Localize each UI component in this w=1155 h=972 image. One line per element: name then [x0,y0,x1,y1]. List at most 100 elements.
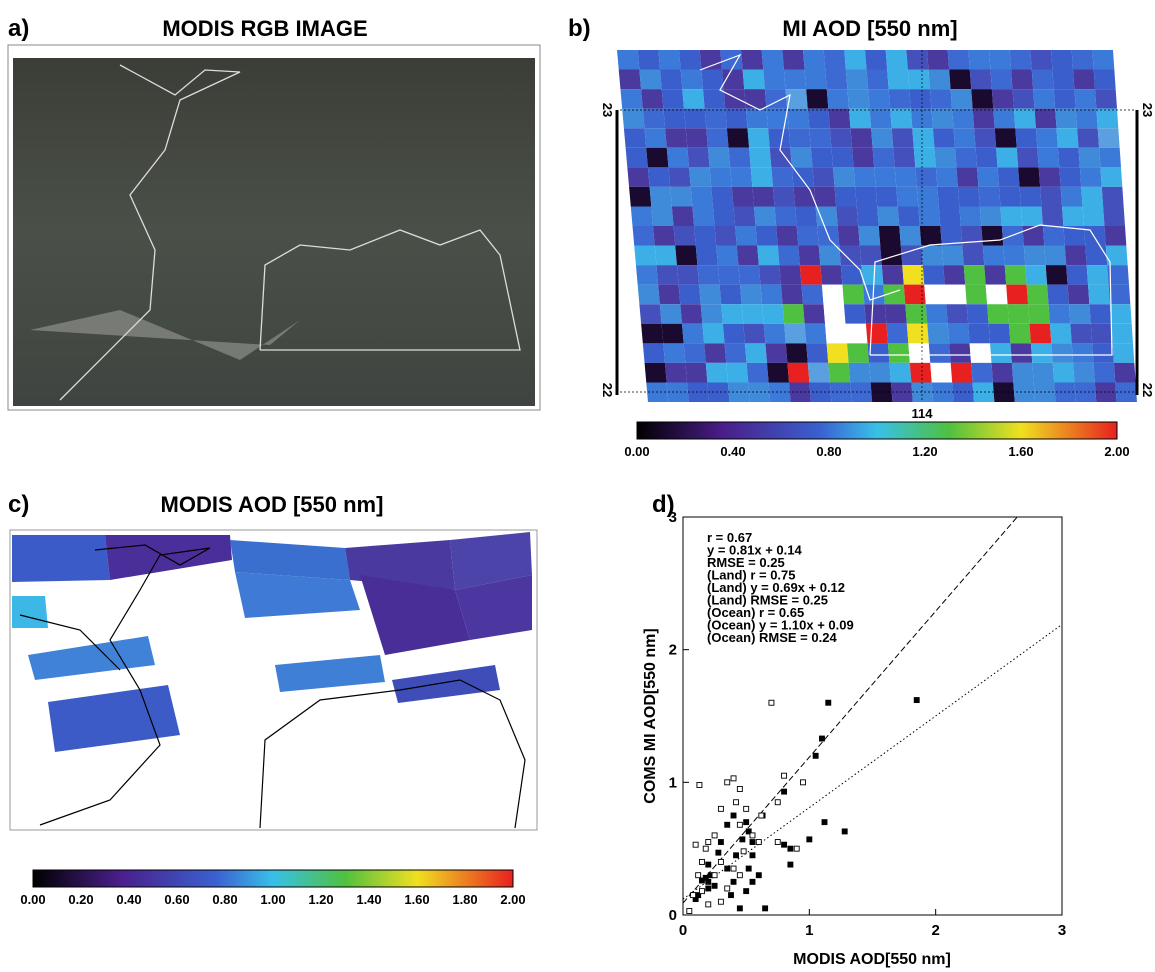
grid-cell [1059,167,1082,187]
grid-cell [630,206,654,226]
grid-cell [821,284,844,305]
grid-cell [1051,50,1074,70]
colorbar [32,869,514,888]
grid-cell [1077,128,1100,148]
grid-cell [885,50,908,70]
lat-label: 23 [1140,103,1155,117]
grid-cell [637,50,661,70]
grid-cell [1052,69,1075,90]
grid-cell [1010,343,1033,363]
grid-cell [941,245,964,266]
grid-cell [720,50,743,70]
colorbar-tick-label: 0.40 [116,892,141,907]
grid-cell [675,245,698,266]
grid-cell [858,226,881,246]
grid-cell [769,147,792,168]
y-tick-label: 3 [669,509,677,526]
grid-cell [859,245,882,266]
grid-cell [930,362,953,383]
grid-cell [784,323,807,344]
grid-cell [831,147,854,168]
grid-cell [738,265,761,285]
point [736,786,743,792]
grid-cell [1082,206,1105,226]
grid-cell [774,206,797,226]
grid-cell [1013,108,1036,129]
grid-cell [642,343,665,363]
point [812,752,819,759]
grid-cell [952,382,974,402]
grid-cell [1038,167,1061,187]
panel-letter: c) [8,491,29,518]
point [711,882,718,889]
grid-cell [993,108,1016,129]
grid-cell [886,323,909,344]
colorbar-tick-label: 0.00 [624,444,649,459]
grid-cell [679,50,702,70]
grid-cell [987,304,1010,324]
grid-cell [687,382,710,402]
grid-cell [745,108,769,129]
grid-cell [1016,147,1039,168]
grid-cell [697,265,720,285]
grid-cell [806,89,829,109]
grid-cell [965,284,988,305]
point [739,836,746,843]
grid-cell [990,69,1013,90]
grid-cell [758,265,781,285]
smoke [30,310,300,360]
grid-cell [818,245,841,266]
grid-cell [891,128,914,148]
point [724,865,731,872]
coastline [59,64,241,401]
grid-cell [966,304,989,324]
grid-cell [1089,304,1112,324]
grid-cell [785,89,808,109]
grid-cell [776,226,799,246]
point [749,852,756,859]
colorbar-tick-label: 1.60 [1008,444,1033,459]
grid-cell [903,284,926,305]
grid-cell [826,89,849,109]
grid-cell [869,362,891,383]
grid-cell [709,167,732,187]
grid-cell [1081,186,1104,207]
grid-cell [974,128,997,148]
grid-cell [1004,265,1027,285]
grid-cell [641,89,664,109]
point [743,819,750,826]
point [819,735,825,742]
grid-cell [641,323,664,344]
grid-cell [653,226,676,246]
grid-cell [1034,108,1057,129]
grid-cell [701,69,724,90]
grid-cell [836,206,859,226]
grid-cell [929,89,953,109]
grid-cell [1099,147,1121,168]
grid-cell [765,343,788,363]
grid-cell [727,382,750,402]
grid-cell [779,265,802,285]
grid-cell [833,167,856,187]
grid-cell [1049,323,1072,344]
y-axis-label: COMS MI AOD[550 nm] [642,628,659,803]
point [745,828,752,835]
grid-cell [791,167,815,187]
grid-cell [880,245,903,266]
grid-cell [671,206,695,226]
grid-cell [651,206,674,226]
grid-cell [704,108,727,129]
grid-cell [861,265,884,285]
grid-cell [893,147,916,168]
grid-cell [1104,226,1127,246]
grid-cell [744,343,767,363]
grid-cell [874,167,897,187]
grid-cell [699,50,722,70]
grid-cell [680,69,703,90]
grid-cell [654,245,677,266]
colorbar [636,421,1118,440]
grid-cell [742,69,765,90]
grid-cell [1073,362,1095,383]
coastline [259,229,521,351]
grid-cell [639,69,662,90]
